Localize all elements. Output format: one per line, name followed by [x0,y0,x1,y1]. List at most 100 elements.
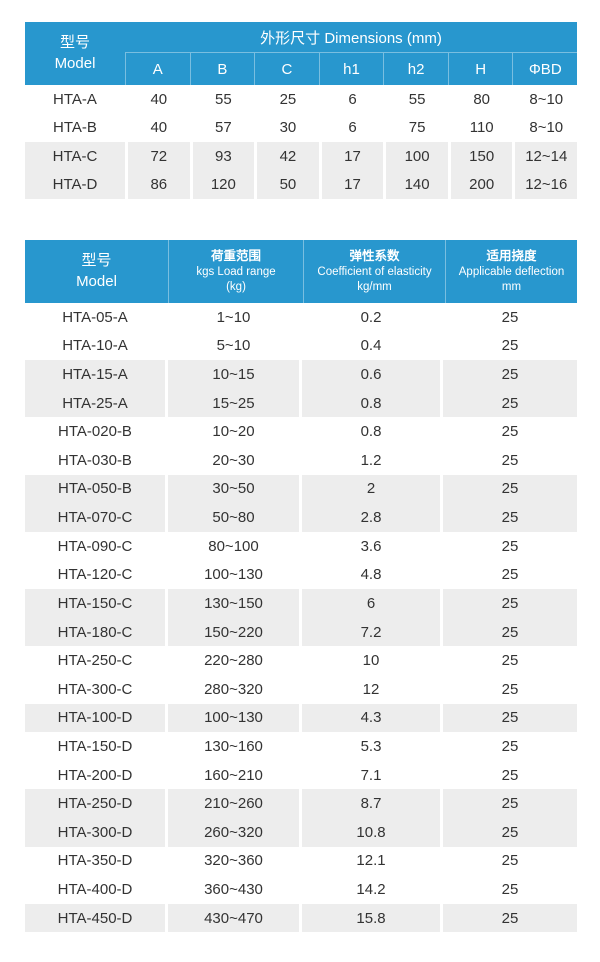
spec-load-range-cell: 100~130 [168,703,299,733]
dim-col-header-H: H [447,53,513,85]
dim-value-cell: 100 [386,142,448,171]
spec-load-range-cell: 280~320 [204,680,263,698]
spec-model-cell: HTA-150-C [25,589,165,618]
spec-coefficient-cell: 0.8 [360,423,382,441]
spec-model-cell: HTA-100-D [25,703,165,733]
spec-table-row: HTA-020-B 10~20 0.8 25 [25,417,577,447]
spec-header-line: 适用挠度 [486,249,537,264]
spec-deflection-cell: 25 [501,680,519,698]
spec-header-line: 型号 [81,252,112,270]
spec-coefficient-cell: 6 [302,589,440,618]
dimensions-model-header-en: Model [54,54,96,72]
spec-load-range-cell: 5~10 [216,337,251,355]
dim-value-cell: 86 [128,170,190,199]
spec-deflection-cell: 25 [501,652,519,670]
spec-header-line: 弹性系数 [349,249,400,264]
spec-table-row: HTA-250-C 220~280 10 25 [25,646,577,675]
spec-table-body: HTA-05-A 1~10 0.2 25 HTA-10-A 5~10 0.4 25 HTA-15… [25,303,577,933]
spec-table-header: 型号 Model 荷重范围 kgs Load range (kg) 弹性系数 Coeffic… [25,240,577,303]
spec-load-range-cell: 160~210 [204,766,263,784]
spec-coefficient-cell: 0.6 [302,360,440,389]
spec-table-row: HTA-150-C 130~150 6 25 [25,589,577,618]
spec-deflection-cell: 25 [443,617,577,647]
spec-header-line: mm [501,280,522,293]
spec-header-line: kgs Load range [196,266,276,278]
spec-load-range-cell: 80~100 [208,537,259,555]
dim-value-cell: 72 [128,142,190,171]
spec-coefficient-cell: 7.2 [302,617,440,647]
spec-load-range-cell: 430~470 [168,903,299,933]
spec-coefficient-cell: 4.3 [302,703,440,733]
spec-load-range-cell: 210~260 [168,789,299,818]
spec-model-cell: HTA-300-C [57,680,133,698]
dim-col-header-h2: h2 [383,53,448,85]
spec-table-row: HTA-050-B 30~50 2 25 [25,474,577,504]
dim-value-cell: 17 [321,170,384,199]
dim-model-cell: HTA-A [53,90,97,108]
spec-table-row: HTA-25-A 15~25 0.8 25 [25,388,577,418]
dim-table-row: HTA-A 40 55 25 6 55 80 8~10 [25,85,577,114]
spec-table-row: HTA-150-D 130~160 5.3 25 [25,732,577,761]
spec-deflection-cell: 25 [443,474,577,504]
spec-load-range-cell: 50~80 [168,503,299,532]
spec-load-range-cell: 30~50 [168,474,299,504]
spec-model-cell: HTA-250-D [25,789,165,818]
dim-col-header-B: B [189,53,255,85]
spec-header-line: (kg) [226,280,246,293]
spec-model-cell: HTA-15-A [25,360,165,389]
spec-coefficient-cell: 10.8 [302,817,440,847]
spec-load-range-cell: 1~10 [216,308,251,326]
spec-load-range-cell: 130~150 [168,589,299,618]
spec-header-cell: 型号 Model [25,240,168,303]
dim-value-cell: 55 [215,90,232,108]
spec-deflection-cell: 25 [501,337,519,355]
spec-coefficient-cell: 5.3 [360,737,382,755]
dim-value-cell: 12~14 [515,142,578,171]
spec-model-cell: HTA-090-C [57,537,133,555]
spec-table-row: HTA-100-D 100~130 4.3 25 [25,703,577,733]
dim-value-cell: 110 [469,119,494,137]
dim-value-cell: 93 [192,142,255,171]
spec-deflection-cell: 25 [501,737,519,755]
dim-value-cell: 8~10 [529,90,564,108]
spec-coefficient-cell: 12.1 [356,852,386,870]
spec-table-row: HTA-450-D 430~470 15.8 25 [25,903,577,933]
dim-value-cell: 150 [450,142,513,171]
spec-table-row: HTA-350-D 320~360 12.1 25 [25,846,577,876]
spec-coefficient-cell: 14.2 [356,880,386,898]
spec-table-row: HTA-300-C 280~320 12 25 [25,674,577,704]
spec-coefficient-cell: 15.8 [302,903,440,933]
spec-table-row: HTA-030-B 20~30 1.2 25 [25,446,577,475]
dimensions-model-header-zh: 型号 [59,34,90,52]
spec-coefficient-cell: 10 [362,652,380,670]
spec-coefficient-cell: 12 [362,680,380,698]
spec-header-line: Coefficient of elasticity [317,266,432,278]
spec-model-cell: HTA-450-D [25,903,165,933]
dim-value-cell: 40 [150,119,168,137]
spec-coefficient-cell: 8.7 [302,789,440,818]
spec-load-range-cell: 20~30 [212,451,255,469]
spec-table-row: HTA-05-A 1~10 0.2 25 [25,303,577,332]
spec-coefficient-cell: 2.8 [302,503,440,532]
spec-model-cell: HTA-10-A [62,337,128,355]
spec-deflection-cell: 25 [501,423,519,441]
spec-coefficient-cell: 2 [302,474,440,504]
spec-model-cell: HTA-300-D [25,817,165,847]
dim-value-cell: 8~10 [529,119,564,137]
spec-header-line: 荷重范围 [210,249,261,264]
spec-load-range-cell: 100~130 [204,566,263,584]
spec-model-cell: HTA-350-D [57,852,133,870]
dim-value-cell: 55 [408,90,426,108]
dim-value-cell: 57 [215,119,232,137]
dim-col-header-A: A [125,53,190,85]
dim-value-cell: 140 [386,170,448,199]
spec-model-cell: HTA-25-A [25,388,165,418]
dim-col-header-h1: h1 [318,53,384,85]
spec-header-cell: 适用挠度 Applicable deflection mm [445,240,577,303]
spec-model-cell: HTA-400-D [57,880,133,898]
spec-header-line: Applicable deflection [458,266,565,278]
dim-value-cell: 40 [150,90,168,108]
spec-deflection-cell: 25 [443,503,577,532]
spec-table-row: HTA-070-C 50~80 2.8 25 [25,503,577,532]
